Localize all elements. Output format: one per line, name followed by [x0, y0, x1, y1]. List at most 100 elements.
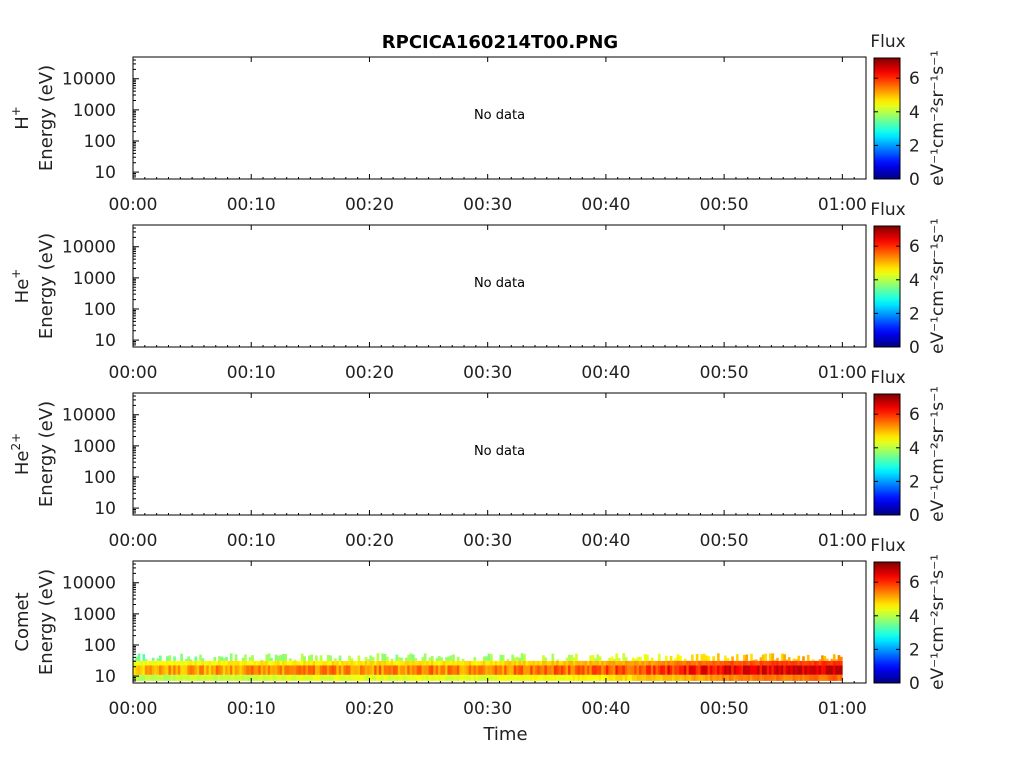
- band-core-cell: [620, 665, 623, 675]
- band-core-cell: [359, 665, 363, 675]
- band-lower-cell: [329, 674, 332, 681]
- band-halo-cell: [832, 654, 836, 661]
- band-lower-cell: [464, 674, 467, 681]
- band-halo-cell: [310, 654, 314, 661]
- band-shoulder-cell: [412, 660, 415, 666]
- band-core-cell: [764, 665, 767, 675]
- band-lower-cell: [390, 674, 394, 681]
- band-halo-cell: [220, 656, 224, 661]
- band-core-cell: [667, 665, 671, 675]
- band-shoulder-cell: [579, 660, 583, 666]
- band-shoulder-cell: [643, 660, 647, 666]
- band-core-cell: [300, 665, 304, 675]
- band-core-cell: [315, 665, 318, 675]
- species-label: Comet: [12, 592, 33, 651]
- band-halo-cell: [300, 653, 304, 661]
- band-core-cell: [258, 665, 261, 675]
- band-halo-cell: [194, 656, 198, 661]
- band-core-cell: [421, 665, 425, 675]
- band-core-cell: [679, 665, 682, 675]
- band-shoulder-cell: [688, 660, 692, 666]
- band-halo-cell: [787, 657, 791, 661]
- band-lower-cell: [468, 674, 472, 681]
- no-data-label: No data: [474, 108, 525, 123]
- band-shoulder-cell: [523, 660, 526, 666]
- band-core-cell: [769, 665, 772, 675]
- band-shoulder-cell: [539, 660, 543, 666]
- band-shoulder-cell: [634, 660, 637, 666]
- band-core-cell: [783, 665, 786, 675]
- band-halo-cell: [133, 659, 136, 661]
- band-core-cell: [714, 665, 718, 675]
- band-core-cell: [232, 665, 235, 675]
- band-shoulder-cell: [797, 660, 801, 666]
- colorbar-title: Flux: [870, 200, 905, 220]
- band-halo-cell: [274, 654, 278, 661]
- band-core-cell: [272, 665, 276, 675]
- band-shoulder-cell: [352, 660, 356, 666]
- band-halo-cell: [683, 658, 687, 661]
- band-shoulder-cell: [639, 660, 642, 666]
- band-lower-cell: [421, 674, 425, 681]
- band-halo-cell: [490, 654, 493, 661]
- band-core-cell: [175, 665, 179, 675]
- band-lower-cell: [601, 674, 604, 681]
- band-halo-cell: [485, 656, 488, 661]
- band-core-cell: [144, 665, 148, 675]
- band-core-cell: [839, 665, 843, 675]
- band-lower-cell: [776, 674, 779, 681]
- band-shoulder-cell: [655, 660, 659, 666]
- band-shoulder-cell: [393, 660, 396, 666]
- band-shoulder-cell: [679, 660, 682, 666]
- band-lower-cell: [622, 674, 626, 681]
- band-core-cell: [676, 665, 680, 675]
- band-lower-cell: [324, 674, 328, 681]
- band-lower-cell: [319, 674, 323, 681]
- band-shoulder-cell: [546, 660, 550, 666]
- band-shoulder-cell: [641, 660, 645, 666]
- band-core-cell: [180, 665, 183, 675]
- band-halo-cell: [142, 654, 146, 661]
- band-lower-cell: [338, 674, 342, 681]
- band-core-cell: [686, 665, 689, 675]
- colorbar-tick-label: 0: [909, 338, 920, 358]
- band-lower-cell: [797, 674, 801, 681]
- x-tick-label: 00:00: [109, 699, 158, 719]
- band-shoulder-cell: [400, 660, 403, 666]
- band-shoulder-cell: [816, 660, 820, 666]
- band-core-cell: [643, 665, 647, 675]
- band-lower-cell: [577, 674, 581, 681]
- band-core-cell: [622, 665, 626, 675]
- band-halo-cell: [499, 654, 503, 661]
- band-lower-cell: [215, 674, 219, 681]
- band-core-cell: [383, 665, 387, 675]
- band-shoulder-cell: [140, 660, 143, 666]
- band-core-cell: [189, 665, 193, 675]
- band-shoulder-cell: [241, 660, 245, 666]
- band-core-cell: [683, 665, 687, 675]
- band-halo-cell: [523, 653, 526, 661]
- band-core-cell: [754, 665, 758, 675]
- band-lower-cell: [359, 674, 363, 681]
- band-lower-cell: [402, 674, 406, 681]
- band-lower-cell: [449, 674, 453, 681]
- band-lower-cell: [693, 674, 697, 681]
- band-lower-cell: [281, 674, 285, 681]
- x-tick-label: 00:10: [227, 195, 276, 215]
- band-core-cell: [494, 665, 498, 675]
- band-core-cell: [426, 665, 429, 675]
- band-halo-cell: [731, 656, 734, 661]
- x-tick-label: 00:10: [227, 363, 276, 383]
- band-halo-cell: [520, 653, 524, 661]
- band-lower-cell: [542, 674, 545, 681]
- band-core-cell: [133, 665, 136, 675]
- band-shoulder-cell: [232, 660, 235, 666]
- band-lower-cell: [764, 674, 767, 681]
- band-core-cell: [305, 665, 309, 675]
- band-lower-cell: [702, 674, 706, 681]
- band-shoulder-cell: [499, 660, 503, 666]
- band-core-cell: [362, 665, 366, 675]
- band-shoulder-cell: [319, 660, 323, 666]
- colorbar-tick-label: 6: [909, 573, 920, 593]
- x-tick-label: 00:10: [227, 531, 276, 551]
